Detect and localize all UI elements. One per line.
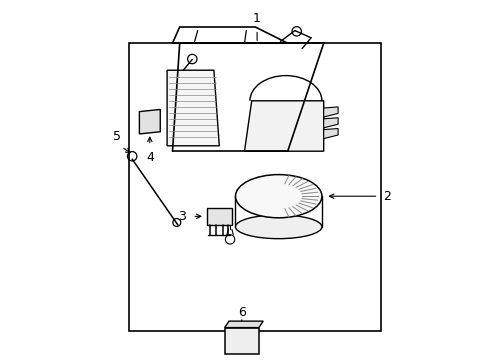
- Text: 3: 3: [177, 210, 185, 223]
- Ellipse shape: [235, 175, 321, 218]
- Text: 5: 5: [112, 130, 121, 143]
- Text: 4: 4: [145, 151, 153, 164]
- Text: 6: 6: [237, 306, 245, 319]
- Polygon shape: [323, 118, 337, 128]
- Polygon shape: [167, 70, 219, 146]
- Polygon shape: [139, 109, 160, 134]
- Polygon shape: [206, 208, 231, 225]
- Polygon shape: [224, 321, 263, 328]
- Polygon shape: [323, 107, 337, 117]
- Polygon shape: [323, 129, 337, 139]
- Polygon shape: [244, 101, 323, 151]
- Polygon shape: [224, 328, 258, 354]
- Circle shape: [275, 193, 282, 200]
- Circle shape: [266, 185, 289, 208]
- Text: 2: 2: [382, 190, 390, 203]
- Ellipse shape: [235, 215, 321, 239]
- Text: 1: 1: [253, 12, 261, 25]
- Bar: [129, 43, 381, 331]
